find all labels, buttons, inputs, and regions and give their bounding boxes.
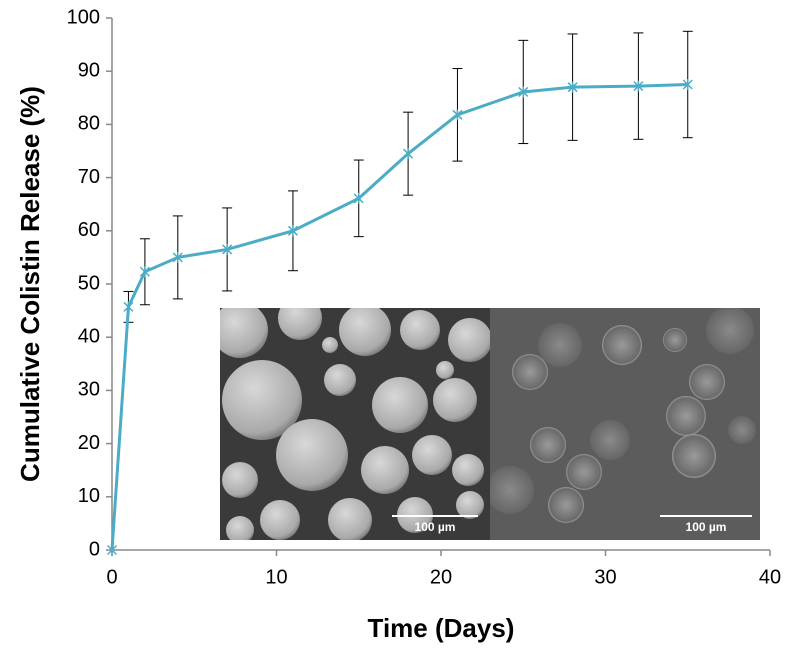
x-tick-label: 0 xyxy=(106,566,117,588)
y-tick-label: 60 xyxy=(78,219,100,241)
y-tick-label: 70 xyxy=(78,166,100,188)
x-axis-label: Time (Days) xyxy=(368,613,515,643)
x-tick-label: 30 xyxy=(594,566,616,588)
marker xyxy=(353,192,364,204)
scale-label: 100 µm xyxy=(686,520,727,534)
y-tick-label: 80 xyxy=(78,113,100,135)
marker xyxy=(403,148,414,160)
marker xyxy=(287,225,298,237)
y-axis-label: Cumulative Colistin Release (%) xyxy=(15,86,45,482)
y-tick-label: 20 xyxy=(78,432,100,454)
marker xyxy=(682,79,693,90)
y-tick-label: 100 xyxy=(67,6,100,28)
marker xyxy=(123,301,134,313)
x-tick-label: 40 xyxy=(759,566,781,588)
marker xyxy=(222,243,233,255)
y-tick-label: 90 xyxy=(78,59,100,81)
marker xyxy=(106,544,118,556)
y-tick-label: 40 xyxy=(78,325,100,347)
marker xyxy=(518,86,529,98)
y-tick-label: 10 xyxy=(78,485,100,507)
x-tick-label: 10 xyxy=(265,566,287,588)
marker xyxy=(567,81,578,93)
marker xyxy=(452,109,463,121)
y-tick-label: 50 xyxy=(78,272,100,294)
marker xyxy=(139,266,150,278)
scale-label: 100 µm xyxy=(415,520,456,534)
y-tick-label: 0 xyxy=(89,538,100,560)
marker xyxy=(633,80,644,92)
x-tick-label: 20 xyxy=(430,566,452,588)
y-tick-label: 30 xyxy=(78,379,100,401)
inset-sem-images: 100 µm 100 µm xyxy=(220,308,760,540)
marker xyxy=(172,251,183,263)
